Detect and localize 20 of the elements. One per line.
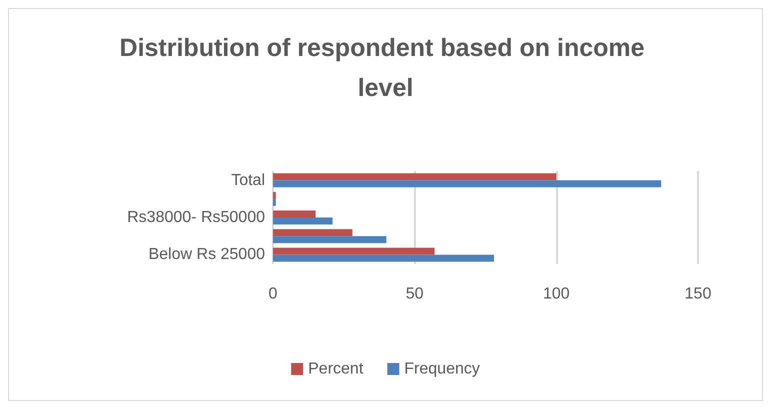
bar xyxy=(273,248,434,255)
bar xyxy=(273,210,316,218)
y-tick-label: Rs38000- Rs50000 xyxy=(127,209,266,226)
bar xyxy=(273,218,332,224)
legend-label: Percent xyxy=(308,360,364,378)
bar xyxy=(273,173,556,180)
y-tick-label: Below Rs 25000 xyxy=(148,246,266,264)
bar xyxy=(273,236,386,244)
bar xyxy=(273,254,494,262)
x-tick-label: 100 xyxy=(542,286,570,302)
x-tick-label: 50 xyxy=(406,286,424,302)
bar xyxy=(273,180,662,188)
y-tick-label: Total xyxy=(231,172,265,189)
x-tick-label: 0 xyxy=(268,286,278,302)
bar xyxy=(273,192,276,199)
bar xyxy=(273,229,352,236)
legend-label: Frequency xyxy=(404,360,480,378)
x-tick-label: 150 xyxy=(684,286,712,302)
bar xyxy=(273,198,276,206)
chart-title: Distribution of respondent based on income level xyxy=(120,34,652,102)
